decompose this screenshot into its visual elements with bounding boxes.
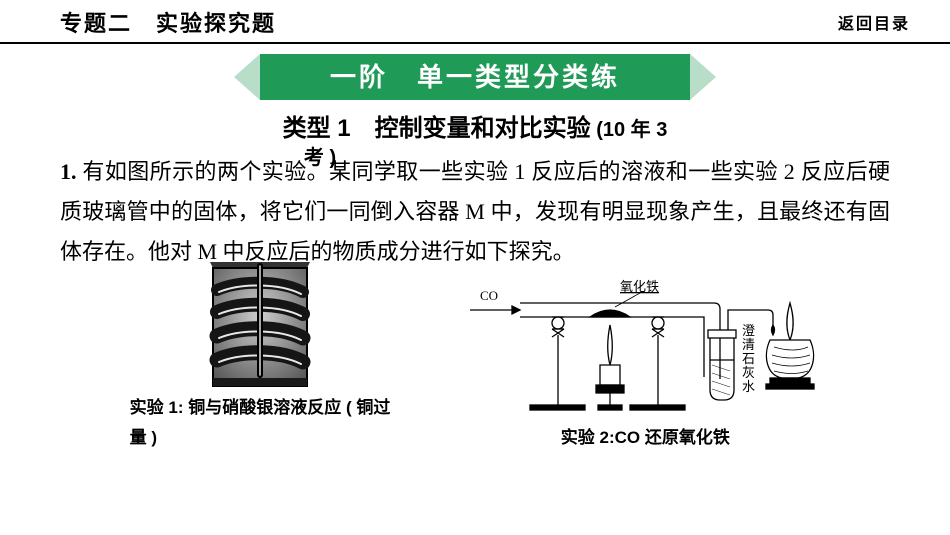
label-lime-1: 澄 [742, 323, 755, 338]
type-title-main: 类型 1 控制变量和对比实验 [283, 115, 591, 142]
return-link[interactable]: 返回目录 [838, 10, 910, 34]
question-number: 1. [60, 159, 77, 184]
label-lime-5: 水 [742, 379, 755, 394]
question-body: 有如图所示的两个实验。某同学取一些实验 1 反应后的溶液和一些实验 2 反应后硬… [60, 159, 890, 264]
header: 专题二 实验探究题 返回目录 [0, 0, 950, 38]
exp2-caption: 实验 2:CO 还原氧化铁 [470, 426, 820, 450]
label-lime-2: 清 [742, 337, 755, 352]
figure-exp1: 实验 1: 铜与硝酸银溶液反应 ( 铜过 量 ) [130, 260, 391, 450]
banner-decor-right [690, 54, 716, 100]
type-note-inline: (10 年 3 [591, 119, 668, 141]
label-co: CO [480, 288, 498, 303]
figures-row: 实验 1: 铜与硝酸银溶液反应 ( 铜过 量 ) [0, 260, 950, 450]
divider [0, 42, 950, 44]
page-title: 专题二 实验探究题 [60, 6, 276, 38]
exp1-caption-line1: 实验 1: 铜与硝酸银溶液反应 ( 铜过 [130, 396, 391, 420]
banner-text: 一阶 单一类型分类练 [260, 54, 690, 100]
figure-exp2: CO 氧化铁 澄 清 石 灰 水 实验 2:CO 还原氧化铁 [470, 275, 820, 450]
question-text: 1. 有如图所示的两个实验。某同学取一些实验 1 反应后的溶液和一些实验 2 反… [0, 152, 950, 272]
banner-decor-left [234, 54, 260, 100]
label-iron-oxide: 氧化铁 [620, 279, 659, 294]
apparatus-image: CO 氧化铁 澄 清 石 灰 水 [470, 275, 820, 415]
label-lime-3: 石 [742, 351, 755, 366]
section-banner: 一阶 单一类型分类练 [0, 54, 950, 100]
beaker-image [195, 260, 325, 390]
label-lime-4: 灰 [742, 365, 755, 380]
exp1-caption-line2: 量 ) [130, 426, 391, 450]
